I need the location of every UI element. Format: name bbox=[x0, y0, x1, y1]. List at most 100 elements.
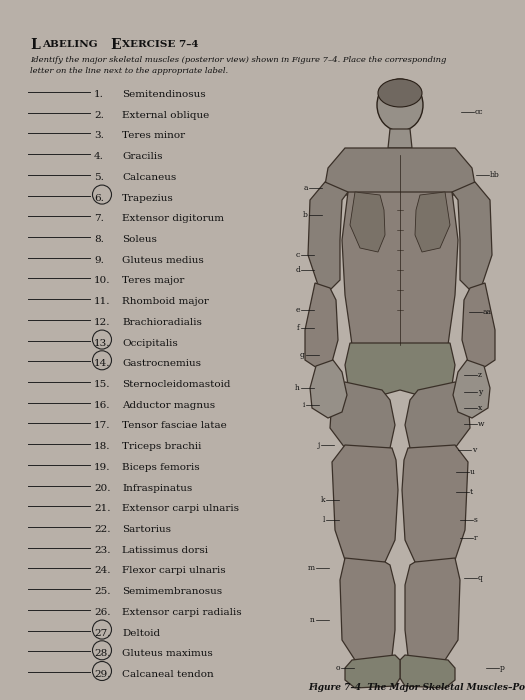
Polygon shape bbox=[345, 655, 400, 688]
Text: Gracilis: Gracilis bbox=[122, 152, 163, 161]
Polygon shape bbox=[330, 382, 395, 452]
Text: z: z bbox=[478, 371, 482, 379]
Text: j: j bbox=[318, 441, 320, 449]
Polygon shape bbox=[400, 655, 455, 688]
Text: XERCISE 7–4: XERCISE 7–4 bbox=[122, 40, 198, 49]
Text: Occipitalis: Occipitalis bbox=[122, 339, 178, 348]
Text: 15.: 15. bbox=[94, 380, 110, 389]
Text: Flexor carpi ulnaris: Flexor carpi ulnaris bbox=[122, 566, 226, 575]
Text: L: L bbox=[30, 38, 40, 52]
Text: n: n bbox=[310, 616, 315, 624]
Polygon shape bbox=[340, 558, 395, 663]
Text: i: i bbox=[302, 401, 305, 409]
Text: f: f bbox=[297, 324, 300, 332]
Text: Latissimus dorsi: Latissimus dorsi bbox=[122, 546, 208, 554]
Text: 17.: 17. bbox=[94, 421, 110, 430]
Text: Identify the major skeletal muscles (posterior view) shown in Figure 7–4. Place : Identify the major skeletal muscles (pos… bbox=[30, 56, 446, 75]
Polygon shape bbox=[453, 360, 490, 418]
Text: 7.: 7. bbox=[94, 214, 104, 223]
Text: Gluteus medius: Gluteus medius bbox=[122, 256, 204, 265]
Text: 10.: 10. bbox=[94, 276, 110, 286]
Text: Triceps brachii: Triceps brachii bbox=[122, 442, 202, 451]
Text: 18.: 18. bbox=[94, 442, 110, 451]
Text: x: x bbox=[478, 404, 482, 412]
Polygon shape bbox=[405, 558, 460, 663]
Text: Semitendinosus: Semitendinosus bbox=[122, 90, 206, 99]
Text: Rhomboid major: Rhomboid major bbox=[122, 297, 209, 306]
Text: Teres major: Teres major bbox=[122, 276, 184, 286]
Text: E: E bbox=[110, 38, 121, 52]
Polygon shape bbox=[402, 445, 468, 568]
Text: w: w bbox=[478, 420, 485, 428]
Text: 26.: 26. bbox=[94, 608, 110, 617]
Text: 27.: 27. bbox=[94, 629, 110, 638]
Text: d: d bbox=[295, 266, 300, 274]
Text: y: y bbox=[478, 388, 482, 396]
Text: b: b bbox=[303, 211, 308, 219]
Text: cc: cc bbox=[475, 108, 484, 116]
Text: Soleus: Soleus bbox=[122, 235, 157, 244]
Text: v: v bbox=[472, 446, 476, 454]
Polygon shape bbox=[332, 445, 398, 568]
Text: 14.: 14. bbox=[94, 359, 110, 368]
Text: 9.: 9. bbox=[94, 256, 104, 265]
Text: e: e bbox=[296, 306, 300, 314]
Text: 3.: 3. bbox=[94, 132, 104, 141]
Text: 13.: 13. bbox=[94, 339, 110, 348]
Polygon shape bbox=[345, 343, 455, 395]
Text: 6.: 6. bbox=[94, 194, 104, 202]
Polygon shape bbox=[310, 360, 347, 418]
Text: 4.: 4. bbox=[94, 152, 104, 161]
Polygon shape bbox=[462, 283, 495, 368]
Text: h: h bbox=[295, 384, 300, 392]
Text: Figure 7–4  The Major Skeletal Muscles–Posteri: Figure 7–4 The Major Skeletal Muscles–Po… bbox=[308, 683, 525, 692]
Polygon shape bbox=[350, 192, 385, 252]
Text: Sternocleidomastoid: Sternocleidomastoid bbox=[122, 380, 230, 389]
Text: Calcaneus: Calcaneus bbox=[122, 173, 176, 182]
Text: g: g bbox=[300, 351, 305, 359]
Text: Gastrocnemius: Gastrocnemius bbox=[122, 359, 201, 368]
Text: Sartorius: Sartorius bbox=[122, 525, 171, 534]
Text: ABELING: ABELING bbox=[42, 40, 98, 49]
Ellipse shape bbox=[377, 79, 423, 131]
Text: Deltoid: Deltoid bbox=[122, 629, 160, 638]
Text: Biceps femoris: Biceps femoris bbox=[122, 463, 200, 472]
Text: Extensor carpi ulnaris: Extensor carpi ulnaris bbox=[122, 504, 239, 513]
Polygon shape bbox=[405, 382, 470, 452]
Text: 1.: 1. bbox=[94, 90, 104, 99]
Text: 12.: 12. bbox=[94, 318, 110, 327]
Text: 21.: 21. bbox=[94, 504, 110, 513]
Polygon shape bbox=[325, 148, 475, 195]
Text: q: q bbox=[478, 574, 483, 582]
Text: 2.: 2. bbox=[94, 111, 104, 120]
Polygon shape bbox=[308, 182, 348, 290]
Text: m: m bbox=[308, 564, 315, 572]
Text: External oblique: External oblique bbox=[122, 111, 209, 120]
Text: a: a bbox=[303, 184, 308, 192]
Text: s: s bbox=[474, 516, 478, 524]
Text: k: k bbox=[320, 496, 325, 504]
Text: bb: bb bbox=[490, 171, 500, 179]
Text: 16.: 16. bbox=[94, 400, 110, 410]
Text: 8.: 8. bbox=[94, 235, 104, 244]
Polygon shape bbox=[305, 283, 338, 368]
Text: u: u bbox=[470, 468, 475, 476]
Text: Extensor digitorum: Extensor digitorum bbox=[122, 214, 224, 223]
Text: aa: aa bbox=[483, 308, 492, 316]
Text: 11.: 11. bbox=[94, 297, 110, 306]
Text: r: r bbox=[474, 534, 478, 542]
Text: Infraspinatus: Infraspinatus bbox=[122, 484, 192, 493]
Text: Brachioradialis: Brachioradialis bbox=[122, 318, 202, 327]
Text: c: c bbox=[296, 251, 300, 259]
Text: t: t bbox=[470, 488, 473, 496]
Text: 23.: 23. bbox=[94, 546, 110, 554]
Text: Gluteus maximus: Gluteus maximus bbox=[122, 650, 213, 658]
Text: 25.: 25. bbox=[94, 587, 110, 596]
Text: 29.: 29. bbox=[94, 670, 110, 679]
Text: Tensor fasciae latae: Tensor fasciae latae bbox=[122, 421, 227, 430]
Text: Semimembranosus: Semimembranosus bbox=[122, 587, 222, 596]
Text: 28.: 28. bbox=[94, 650, 110, 658]
Text: Adductor magnus: Adductor magnus bbox=[122, 400, 215, 410]
Text: 20.: 20. bbox=[94, 484, 110, 493]
Polygon shape bbox=[388, 129, 412, 148]
